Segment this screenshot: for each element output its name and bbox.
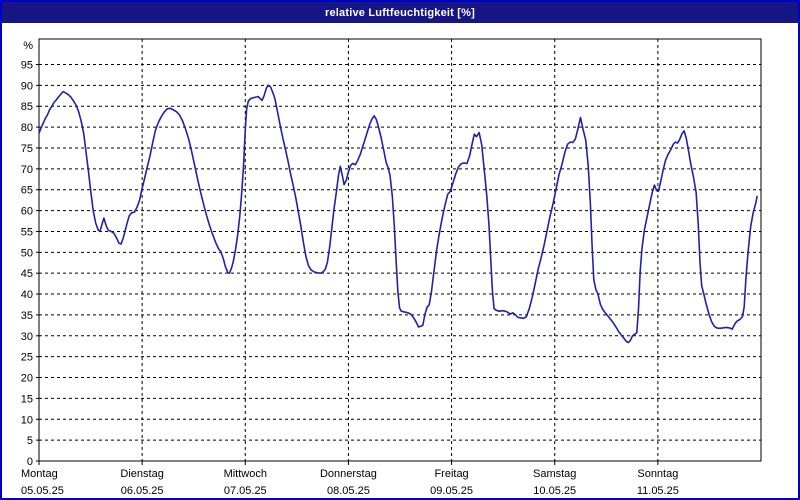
day-name-label: Samstag <box>533 468 576 480</box>
day-date-label: 07.05.25 <box>224 485 267 497</box>
day-date-label: 10.05.25 <box>533 485 576 497</box>
day-name-label: Dienstag <box>120 468 163 480</box>
y-tick-label: 20 <box>21 373 33 385</box>
plot-border <box>38 38 762 462</box>
day-name-label: Donnerstag <box>320 468 377 480</box>
day-date-label: 09.05.25 <box>430 485 473 497</box>
y-tick-label: 35 <box>21 310 33 322</box>
humidity-line <box>38 84 758 344</box>
y-tick-label: 15 <box>21 393 33 405</box>
y-tick-label: 45 <box>21 268 33 280</box>
y-tick-label: 5 <box>27 435 33 447</box>
y-tick-label: 95 <box>21 60 33 72</box>
y-tick-label: 85 <box>21 101 33 113</box>
y-tick-label: 50 <box>21 247 33 259</box>
y-tick-label: 55 <box>21 226 33 238</box>
y-tick-label: 60 <box>21 206 33 218</box>
humidity-chart: 0 5 10 15 20 25 30 35 40 45 50 55 60 65 70 75 80 85 90 95% M… <box>2 23 798 498</box>
y-tick-label: 65 <box>21 185 33 197</box>
day-date-label: 11.05.25 <box>637 485 679 497</box>
window-title: relative Luftfeuchtigkeit [%] <box>324 6 476 19</box>
y-tick-label: 25 <box>21 352 33 364</box>
y-tick-label: 30 <box>21 331 33 343</box>
y-tick-label: 10 <box>21 414 33 426</box>
y-axis-unit-label: % <box>23 40 33 52</box>
y-tick-label: 40 <box>21 289 33 301</box>
day-name-label: Freitag <box>434 468 468 480</box>
title-bar: relative Luftfeuchtigkeit [%] <box>2 2 798 23</box>
y-tick-label: 80 <box>21 122 33 134</box>
day-date-label: 06.05.25 <box>121 485 164 497</box>
day-date-label: 05.05.25 <box>21 485 64 497</box>
day-name-label: Sonntag <box>637 468 678 480</box>
day-date-label: 08.05.25 <box>327 485 370 497</box>
day-name-label: Montag <box>21 468 58 480</box>
y-tick-label: 75 <box>21 143 33 155</box>
y-tick-label: 70 <box>21 164 33 176</box>
chart-canvas: 0 5 10 15 20 25 30 35 40 45 50 55 60 65 70 75 80 85 90 95% M… <box>21 38 762 497</box>
y-tick-label: 90 <box>21 80 33 92</box>
day-name-label: Mittwoch <box>224 468 267 480</box>
y-tick-label: 0 <box>27 456 33 468</box>
